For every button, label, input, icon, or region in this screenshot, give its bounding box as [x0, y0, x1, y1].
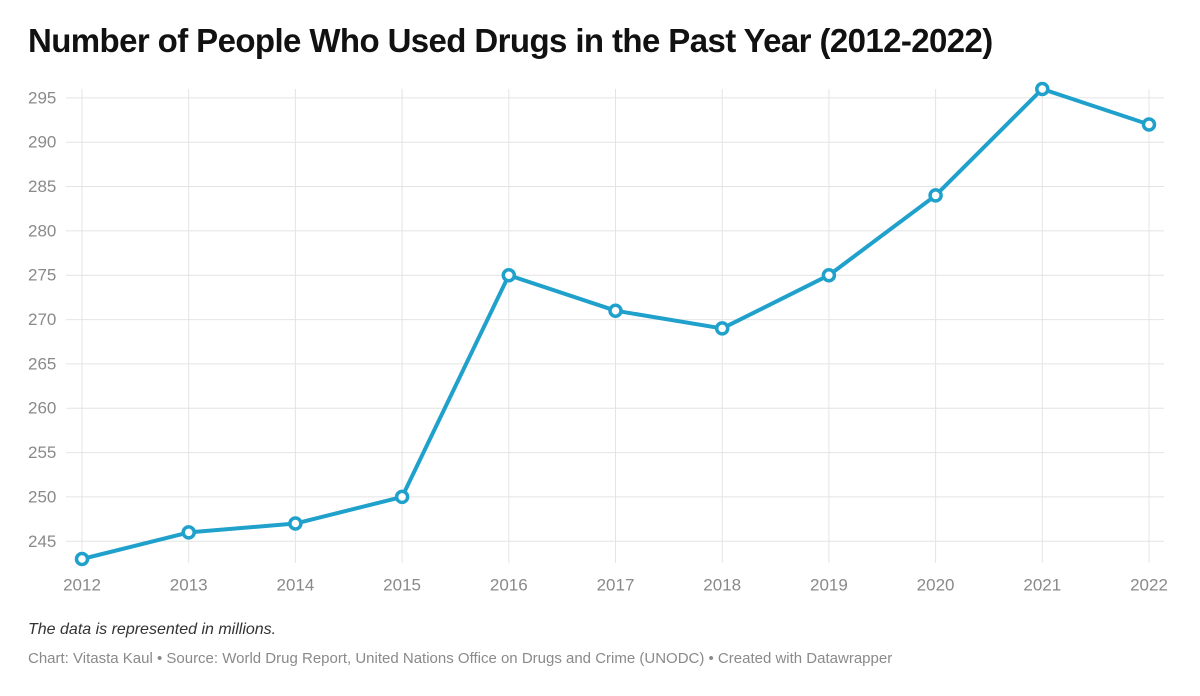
x-tick-label: 2022 [1130, 576, 1168, 595]
data-point [288, 516, 303, 531]
y-tick-label: 270 [28, 310, 56, 329]
data-point [394, 489, 410, 505]
data-point [928, 188, 943, 203]
y-tick-label: 255 [28, 443, 56, 462]
x-tick-label: 2016 [490, 576, 528, 595]
x-axis-tick-labels: 2012 2013 2014 2015 2016 2017 2018 2019 2020 2021… [63, 576, 1168, 595]
x-tick-label: 2013 [170, 576, 208, 595]
data-point [1035, 81, 1050, 97]
y-axis-tick-labels: 245 250 255 260 265 270 275 280 285 290 295 [28, 88, 56, 550]
x-tick-label: 2014 [276, 576, 314, 595]
y-tick-label: 265 [28, 354, 56, 373]
x-tick-label: 2020 [917, 576, 955, 595]
data-point [181, 525, 196, 540]
x-tick-label: 2018 [703, 576, 741, 595]
y-tick-label: 285 [28, 177, 56, 196]
y-tick-label: 260 [28, 399, 56, 418]
data-point [714, 321, 730, 336]
x-tick-label: 2017 [597, 576, 635, 595]
chart-title: Number of People Who Used Drugs in the P… [28, 22, 993, 59]
x-tick-label: 2019 [810, 576, 848, 595]
series-group [74, 81, 1157, 567]
chart-note: The data is represented in millions. [28, 621, 277, 638]
data-point [74, 551, 90, 567]
x-tick-label: 2012 [63, 576, 101, 595]
y-tick-label: 245 [28, 532, 56, 551]
y-tick-label: 275 [28, 266, 56, 285]
data-point [821, 267, 837, 283]
vertical-gridlines [81, 89, 1150, 563]
y-tick-label: 250 [28, 487, 56, 506]
x-tick-label: 2015 [383, 576, 421, 595]
data-point [608, 303, 623, 318]
data-point [1141, 117, 1157, 132]
y-tick-label: 280 [28, 221, 56, 240]
data-point [501, 267, 517, 283]
chart-footer: Chart: Vitasta Kaul • Source: World Drug… [28, 650, 893, 667]
x-tick-label: 2021 [1023, 576, 1061, 595]
y-tick-label: 290 [28, 133, 56, 152]
y-tick-label: 295 [28, 88, 56, 107]
